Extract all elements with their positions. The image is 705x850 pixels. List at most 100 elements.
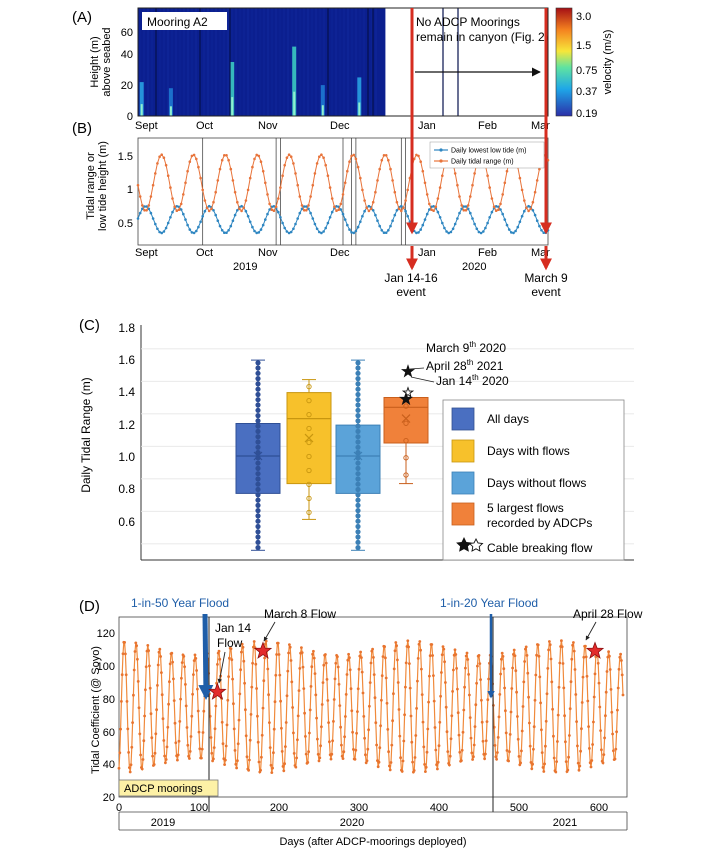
tidal-coefficient-point [604,714,607,718]
tidal-coefficient-point [397,708,401,711]
box-observation-dot [255,381,261,387]
panel-a-frame [137,7,549,117]
lowtide-point [188,228,192,231]
legend-largest-flows-label-line2: recorded by ADCPs [487,516,592,530]
tidal-coefficient-point [250,685,254,689]
tidal-coefficient-point [480,698,483,702]
box-observation-dot [403,455,409,461]
cable-break-star-filled [400,364,416,378]
tidal-coefficient-point [372,673,376,676]
lowtide-point [225,231,228,234]
tidal-coefficient-point [297,689,301,692]
tidal-coefficient-point [540,728,543,732]
tidal-coefficient-point [151,754,155,758]
tidal-coefficient-point [388,768,392,772]
tidal-coefficient-point [582,655,586,659]
lowtide-point [330,210,334,214]
panel-c-letter: (C) [79,317,100,334]
box-observation-dot [355,381,361,387]
tidal-coefficient-point [438,720,442,724]
tidal-coefficient-point [408,686,412,690]
tidal-coefficient-point [572,641,575,644]
tidal-coefficient-point [521,705,525,708]
tidal-range-point [192,153,196,157]
tidal-coefficient-point [375,743,378,747]
high-velocity-core [140,104,143,116]
tidal-range-point [296,183,300,187]
panel-d-x-ticks: 0 100 200 300 400 500 600 [116,802,608,814]
tidal-coefficient-point [138,732,142,736]
tidal-coefficient-point [247,768,251,772]
lowtide-point [488,216,492,219]
lowtide-point [223,231,226,234]
tidal-coefficient-point [191,692,195,696]
tidal-coefficient-point [307,750,310,754]
box-observation-dot [255,386,261,392]
lowtide-point [400,204,403,208]
panel-d-xtick: 200 [270,802,288,814]
panel-c-ytick: 1.8 [118,321,135,335]
tidal-coefficient-point [520,749,523,753]
no-adcp-annotation-line2: remain in canyon (Fig. 2) [416,30,549,44]
tidal-coefficient-point [140,767,144,771]
tidal-coefficient-point [552,756,556,760]
tidal-coefficient-point [446,750,450,753]
tidal-coefficient-point [501,655,505,658]
tidal-coefficient-point [240,650,243,654]
tidal-coefficient-point [239,668,243,672]
tidal-coefficient-point [556,740,559,743]
panel-b-month: Nov [258,247,278,259]
tidal-coefficient-point [527,695,530,699]
tidal-range-point [330,197,334,200]
tidal-coefficient-point [224,744,228,748]
tidal-coefficient-point [236,759,239,763]
tidal-coefficient-point [325,678,329,681]
box-body [383,397,429,444]
tidal-coefficient-point [146,644,150,647]
year-2021: 2021 [553,817,577,829]
box-observation-dot [255,444,261,450]
tidal-range-point [251,165,254,169]
tidal-range-point [415,153,418,157]
tidal-coefficient-point [474,703,478,707]
tidal-range-point [231,179,235,182]
tidal-coefficient-point [419,648,422,652]
tidal-coefficient-point [604,690,608,694]
tidal-coefficient-point [263,656,266,660]
tidal-coefficient-point [318,756,322,760]
tidal-coefficient-point [288,645,292,649]
tidal-coefficient-point [576,761,580,765]
box-observation-dot [255,529,261,535]
tidal-coefficient-point [164,758,168,761]
tidal-coefficient-point [121,652,125,656]
tidal-coefficient-point [435,763,438,767]
tidal-range-point [143,209,146,212]
tidal-coefficient-point [432,674,435,677]
tidal-coefficient-point [269,763,273,767]
tidal-coefficient-point [517,755,521,758]
panel-a: (A) Height (m) above seabed 0 20 40 60 S… [72,7,614,132]
lowtide-point [378,224,382,228]
lowtide-point [475,227,479,231]
tidal-coefficient-point [168,680,171,684]
tidal-coefficient-point [342,750,346,754]
tidal-coefficient-point [590,759,594,762]
lowtide-point [499,208,502,211]
lowtide-point [503,218,507,221]
tidal-coefficient-point [550,680,554,684]
year-label-2019: 2019 [233,261,257,273]
tidal-range-point [179,202,183,206]
tidal-coefficient-point [198,747,202,751]
panel-a-month: Nov [258,120,278,132]
tidal-coefficient-point [555,760,558,763]
tidal-range-point [382,154,386,157]
box-observation-dot [306,383,312,390]
panel-b-ytick: 0.5 [118,218,133,230]
tidal-coefficient-point [254,662,258,666]
tidal-range-point [328,186,332,189]
tidal-coefficient-point [464,666,467,670]
tidal-coefficient-point [340,743,343,747]
tidal-range-point [236,200,239,204]
tidal-range-point [169,186,172,189]
tidal-coefficient-point [560,645,564,649]
